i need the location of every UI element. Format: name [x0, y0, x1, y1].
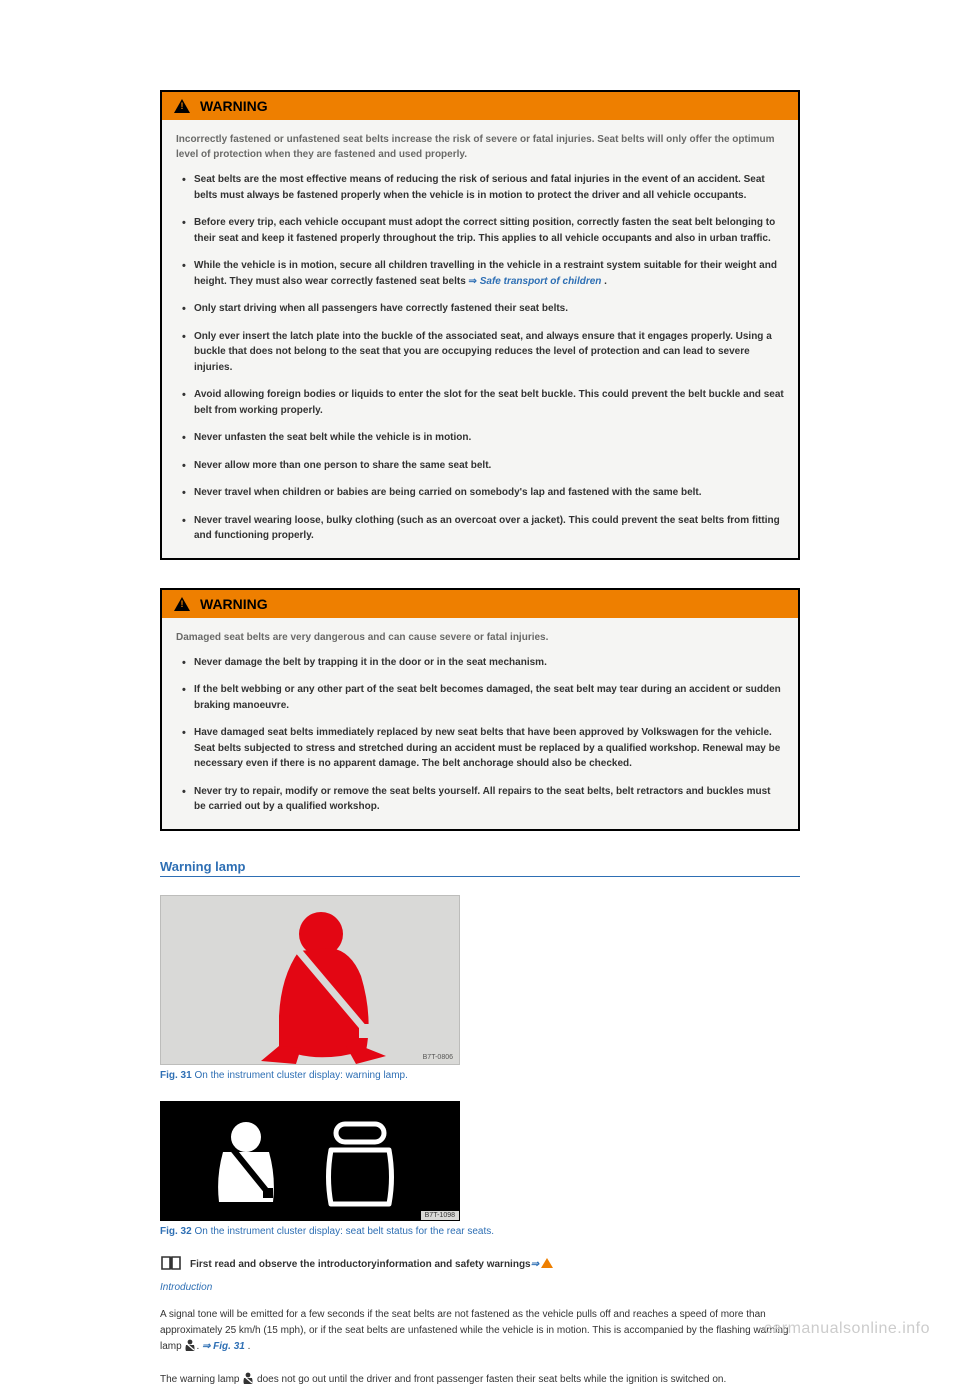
link-safe-transport[interactable]: Safe transport of children [469, 276, 602, 287]
figure-code: B7T-0806 [421, 1054, 455, 1061]
figure-caption-text: On the instrument cluster display: warni… [192, 1070, 408, 1081]
seatbelt-icon [184, 1339, 196, 1358]
body-paragraph: A signal tone will be emitted for a few … [160, 1307, 800, 1358]
fig32-image: B7T-1098 [160, 1101, 460, 1221]
figure-caption: Fig. 31 On the instrument cluster displa… [160, 1069, 800, 1083]
para-text: A signal tone will be emitted for a few … [160, 1309, 788, 1352]
link-fig31[interactable]: ⇒ Fig. 31 [202, 1341, 245, 1352]
figure-number: Fig. 31 [160, 1070, 192, 1081]
list-item: Never try to repair, modify or remove th… [176, 784, 784, 815]
figure-32: B7T-1098 Fig. 32 On the instrument clust… [160, 1101, 800, 1239]
seatbelt-icon [242, 1372, 254, 1391]
list-item: Before every trip, each vehicle occupant… [176, 215, 784, 246]
seatbelt-warning-illustration [161, 896, 460, 1065]
list-item: Never unfasten the seat belt while the v… [176, 430, 784, 446]
list-item: Only start driving when all passengers h… [176, 301, 784, 317]
list-item: Only ever insert the latch plate into th… [176, 329, 784, 376]
list-item: If the belt webbing or any other part of… [176, 682, 784, 713]
warning-triangle-icon [174, 597, 190, 611]
instruction-text: First read and observe the introductoryi… [190, 1257, 553, 1272]
figure-code: B7T-1098 [421, 1211, 459, 1220]
warning-box-1: WARNING Incorrectly fastened or unfasten… [160, 90, 800, 560]
warning-intro-text: Incorrectly fastened or unfastened seat … [176, 132, 784, 162]
warning-list: Seat belts are the most effective means … [176, 172, 784, 544]
warning-header: WARNING [162, 590, 798, 618]
list-item: Avoid allowing foreign bodies or liquids… [176, 387, 784, 418]
list-item: Never allow more than one person to shar… [176, 458, 784, 474]
instruction-text-content: First read and observe the introductoryi… [190, 1259, 531, 1270]
list-item: Never travel wearing loose, bulky clothi… [176, 513, 784, 544]
warning-intro-text: Damaged seat belts are very dangerous an… [176, 630, 784, 645]
warning-title: WARNING [200, 596, 268, 612]
list-item: While the vehicle is in motion, secure a… [176, 258, 784, 289]
watermark: carmanualsonline.info [764, 1320, 930, 1338]
figure-caption-text: On the instrument cluster display: seat … [192, 1226, 494, 1237]
book-icon [160, 1255, 180, 1276]
body-paragraph: The warning lamp does not go out until t… [160, 1372, 800, 1391]
para-text: The warning lamp [160, 1374, 242, 1385]
warning-body: Incorrectly fastened or unfastened seat … [162, 120, 798, 558]
instruction-row: First read and observe the introductoryi… [160, 1257, 800, 1278]
warning-body: Damaged seat belts are very dangerous an… [162, 618, 798, 829]
list-item: Seat belts are the most effective means … [176, 172, 784, 203]
warning-list: Never damage the belt by trapping it in … [176, 655, 784, 815]
figure-caption: Fig. 32 On the instrument cluster displa… [160, 1225, 800, 1239]
warning-triangle-small-icon [541, 1258, 553, 1268]
rear-seat-status-illustration [161, 1102, 460, 1221]
section-heading-warning-lamp: Warning lamp [160, 859, 800, 877]
warning-header: WARNING [162, 92, 798, 120]
warning-box-2: WARNING Damaged seat belts are very dang… [160, 588, 800, 831]
list-item: Have damaged seat belts immediately repl… [176, 725, 784, 772]
link-introduction[interactable]: Introduction [160, 1282, 800, 1293]
para-text: does not go out until the driver and fro… [257, 1374, 726, 1385]
fig31-image: B7T-0806 [160, 895, 460, 1065]
warning-title: WARNING [200, 98, 268, 114]
figure-31: B7T-0806 Fig. 31 On the instrument clust… [160, 895, 800, 1083]
warning-triangle-icon [174, 99, 190, 113]
figure-number: Fig. 32 [160, 1226, 192, 1237]
list-item: Never travel when children or babies are… [176, 485, 784, 501]
manual-page: WARNING Incorrectly fastened or unfasten… [160, 0, 800, 1391]
list-item: Never damage the belt by trapping it in … [176, 655, 784, 671]
